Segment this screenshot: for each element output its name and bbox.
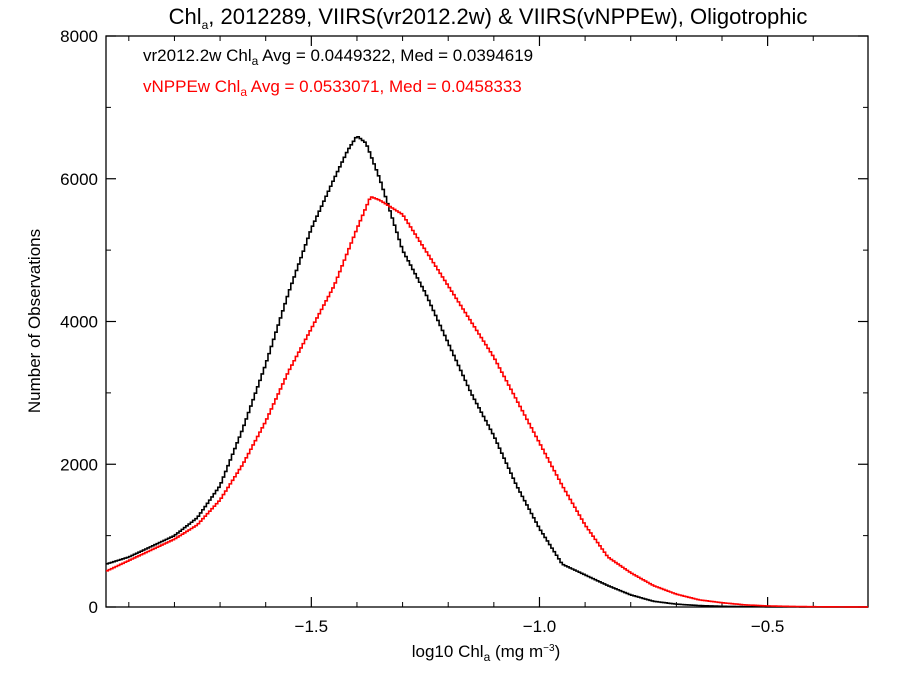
y-tick-label: 6000 (60, 170, 98, 189)
x-tick-label: −0.5 (751, 617, 785, 636)
x-tick-label: −1.0 (523, 617, 557, 636)
x-axis-label: log10 Chla (mg m−3) (412, 642, 560, 664)
y-tick-label: 0 (89, 598, 98, 617)
x-axis-ticks: −1.5 −1.0 −0.5 (128, 36, 814, 636)
y-axis-ticks: 0 2000 4000 6000 8000 (60, 27, 868, 617)
legend-entry-vnppew: vNPPEw Chla Avg = 0.0533071, Med = 0.045… (143, 77, 522, 99)
chart-title-post: , 2012289, VIIRS(vr2012.2w) & VIIRS(vNPP… (208, 4, 807, 29)
series-vNPPEw-line (106, 196, 868, 608)
legend-entry-vr2012: vr2012.2w Chla Avg = 0.0449322, Med = 0.… (143, 46, 533, 68)
plot-frame (105, 35, 869, 608)
x-tick-label: −1.5 (295, 617, 329, 636)
series-vr2012.2w-line (106, 136, 868, 608)
chart-title-sub: a (202, 18, 209, 32)
y-axis-label: Number of Observations (25, 229, 44, 413)
chart-title: Chla, 2012289, VIIRS(vr2012.2w) & VIIRS(… (169, 4, 808, 32)
y-tick-label: 8000 (60, 27, 98, 46)
y-tick-label: 2000 (60, 455, 98, 474)
y-tick-label: 4000 (60, 313, 98, 332)
chart-title-pre: Chl (169, 4, 202, 29)
series-layer (106, 136, 868, 608)
